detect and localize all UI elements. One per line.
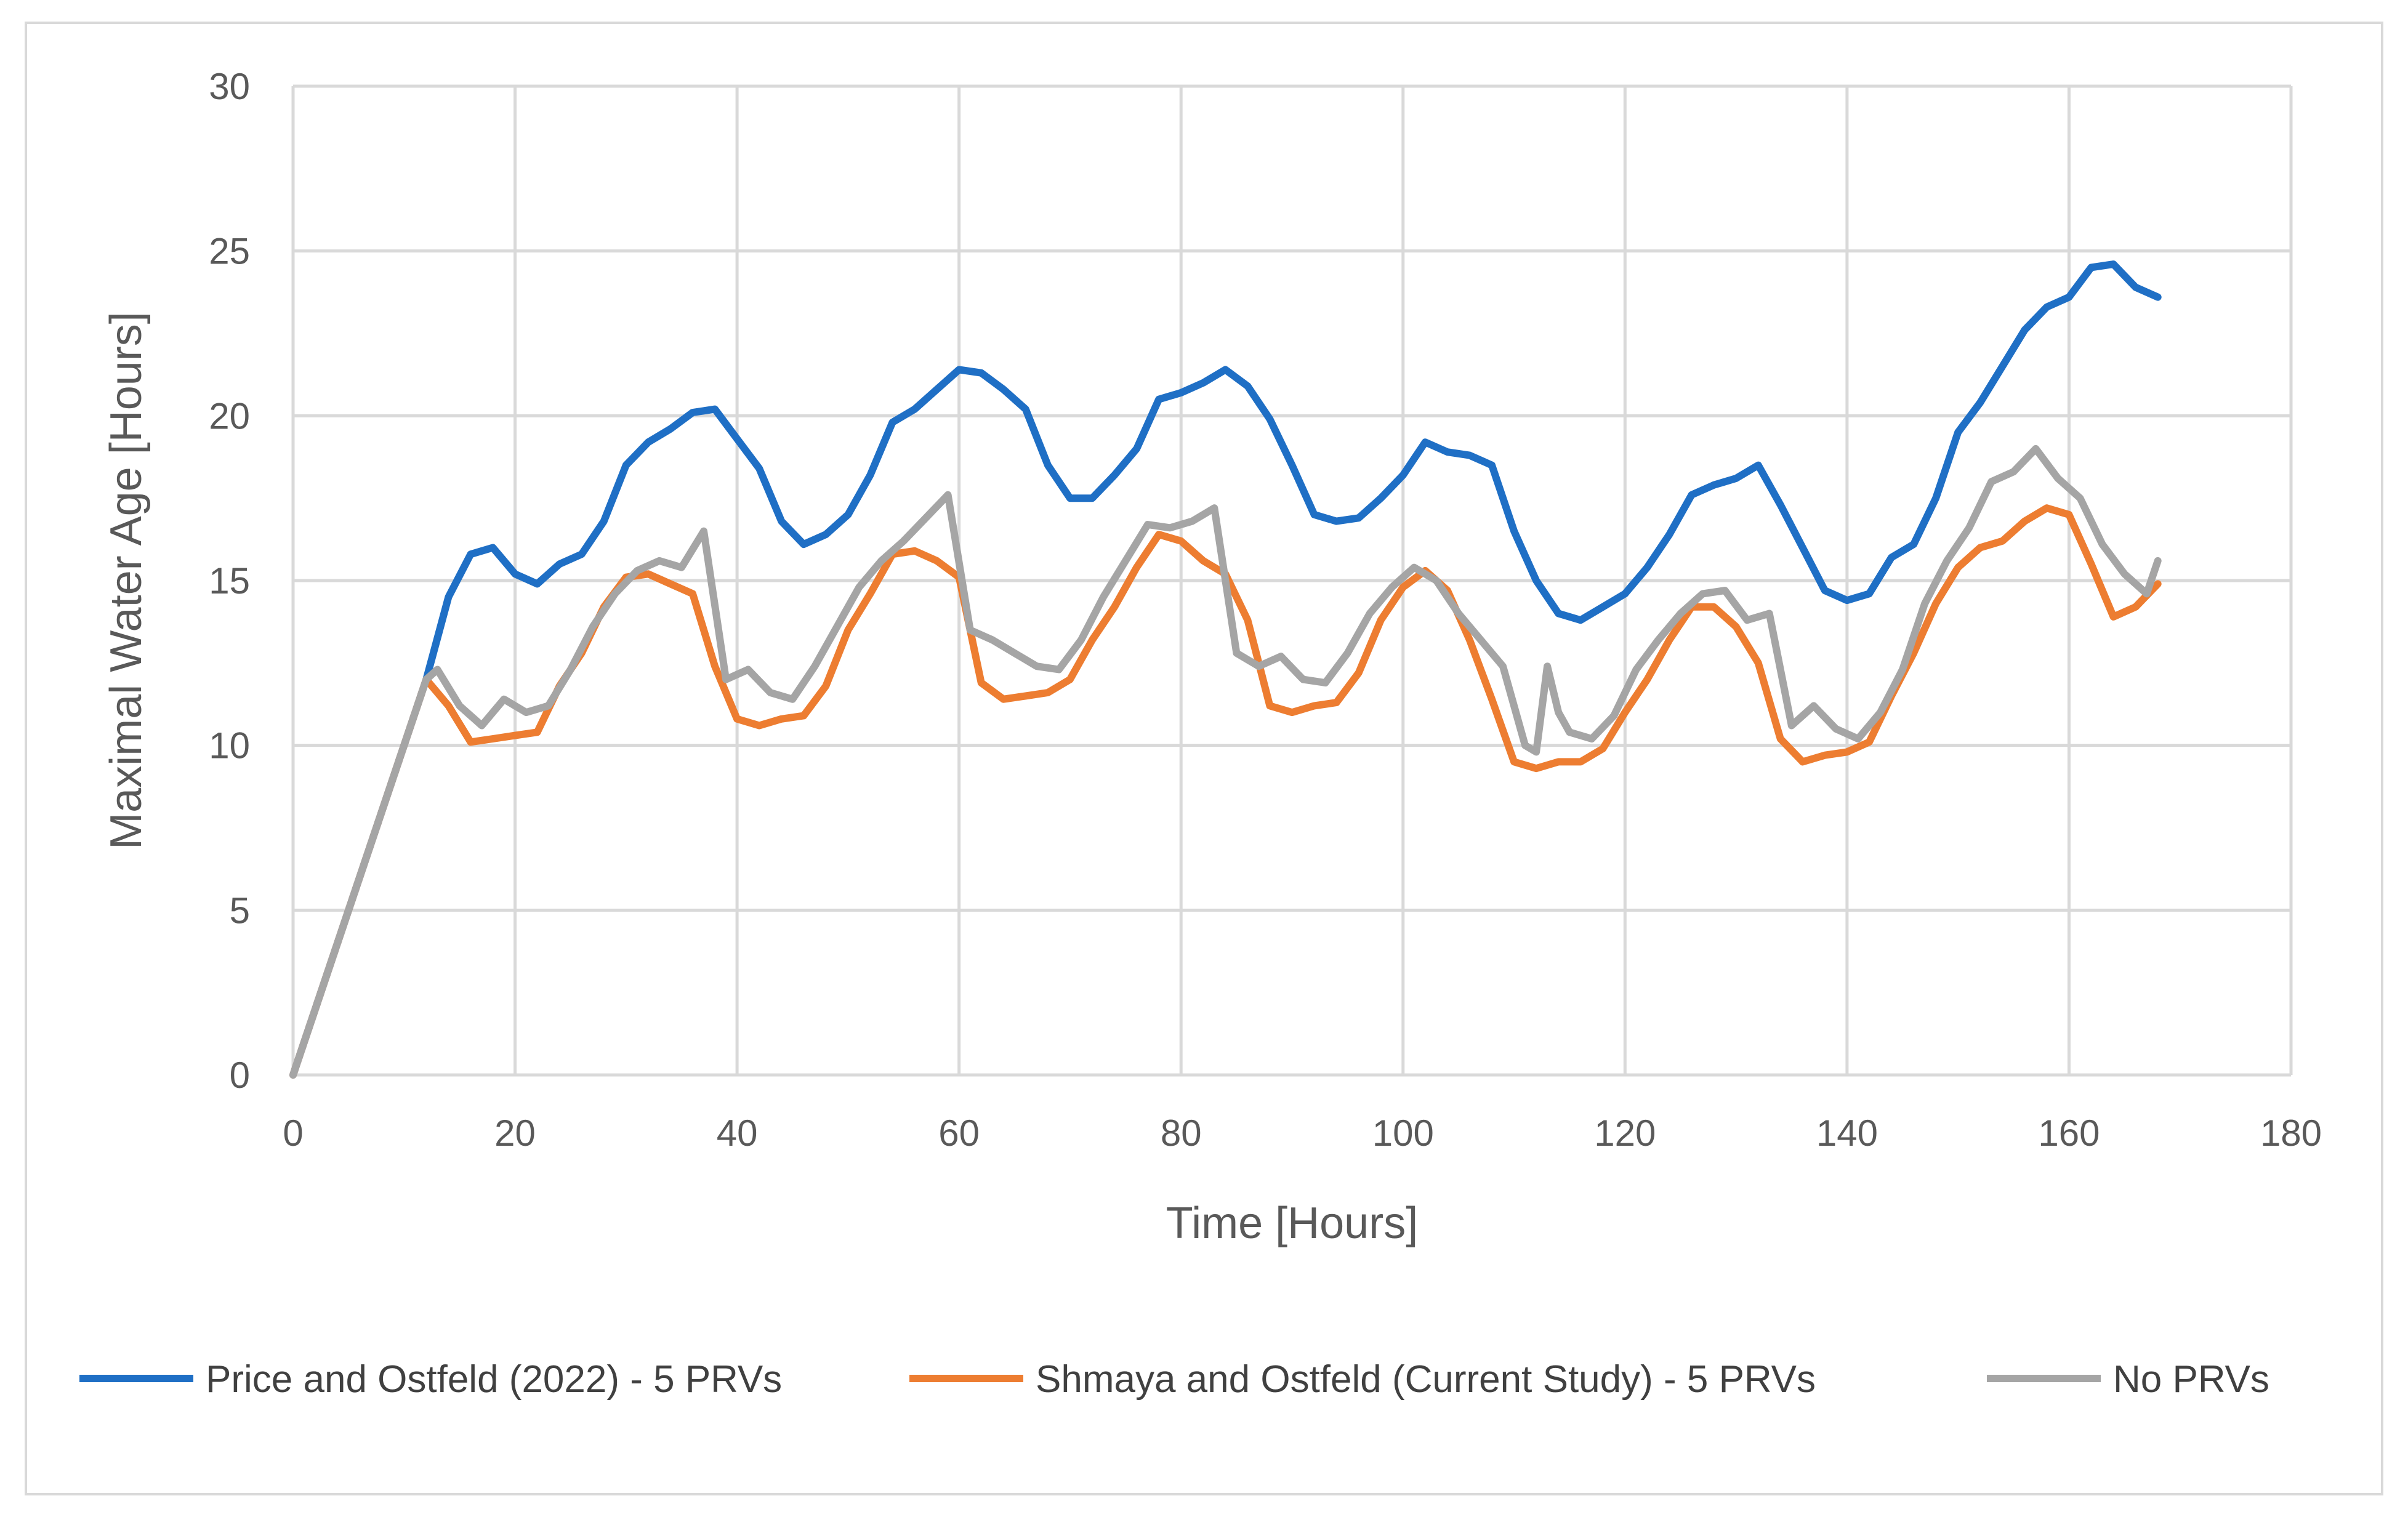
x-tick-label: 80 xyxy=(1161,1113,1202,1154)
legend-label-series-0: Price and Ostfeld (2022) - 5 PRVs xyxy=(206,1358,782,1401)
series-lines xyxy=(289,260,2162,1079)
y-axis-title: Maximal Water Age [Hours] xyxy=(102,312,151,850)
line-chart: 0 20 40 60 80 100 120 140 160 180 0 5 10 15 20 25 30 Tim… xyxy=(79,66,2322,1401)
x-tick-label: 60 xyxy=(938,1113,980,1154)
series-line-1 xyxy=(289,504,2162,1079)
legend: Price and Ostfeld (2022) - 5 PRVs Shmaya… xyxy=(79,1358,2269,1401)
x-tick-label: 140 xyxy=(1816,1113,1878,1154)
y-tick-label: 20 xyxy=(209,395,250,437)
legend-item: Shmaya and Ostfeld (Current Study) - 5 P… xyxy=(909,1358,1816,1401)
y-tick-label: 15 xyxy=(209,560,250,602)
x-tick-label: 160 xyxy=(2038,1113,2100,1154)
legend-item: Price and Ostfeld (2022) - 5 PRVs xyxy=(79,1358,782,1401)
y-tick-label: 10 xyxy=(209,725,250,767)
legend-label-series-2: No PRVs xyxy=(2113,1358,2269,1401)
x-tick-label: 0 xyxy=(283,1113,303,1154)
y-tick-label: 30 xyxy=(209,66,250,107)
legend-label-series-1: Shmaya and Ostfeld (Current Study) - 5 P… xyxy=(1036,1358,1816,1401)
y-tick-label: 25 xyxy=(209,231,250,272)
x-tick-label: 20 xyxy=(494,1113,536,1154)
x-tick-label: 40 xyxy=(717,1113,758,1154)
y-tick-label: 5 xyxy=(230,890,250,931)
chart-frame: 0 20 40 60 80 100 120 140 160 180 0 5 10 15 20 25 30 Tim… xyxy=(25,22,2383,1495)
legend-item: No PRVs xyxy=(1987,1358,2269,1401)
x-axis-title: Time [Hours] xyxy=(1166,1199,1418,1248)
x-tick-label: 180 xyxy=(2260,1113,2322,1154)
y-tick-label: 0 xyxy=(230,1055,250,1096)
x-tick-label: 120 xyxy=(1594,1113,1656,1154)
tick-labels: 0 20 40 60 80 100 120 140 160 180 0 5 10 15 20 25 30 xyxy=(209,66,2322,1154)
series-line-2 xyxy=(289,445,2162,1079)
series-line-0 xyxy=(289,260,2162,1079)
x-tick-label: 100 xyxy=(1372,1113,1434,1154)
gridlines xyxy=(291,84,2293,1077)
